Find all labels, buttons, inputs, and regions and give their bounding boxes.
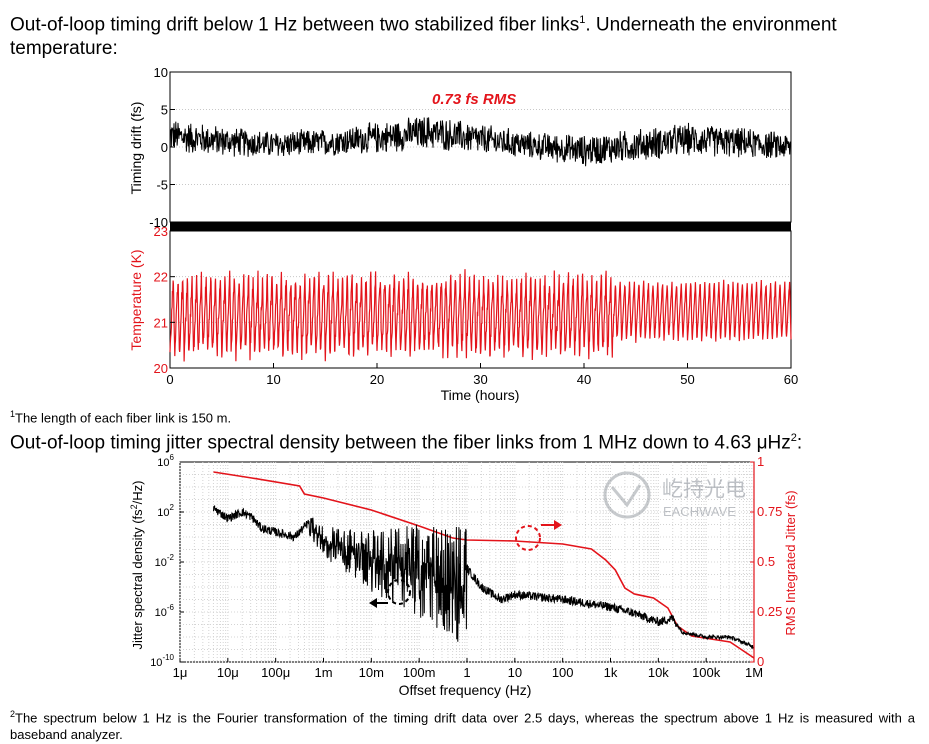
timing-drift-tick-label: 10 bbox=[154, 65, 168, 80]
rms-tick-label: 0.5 bbox=[757, 554, 775, 569]
frequency-tick-label: 10μ bbox=[217, 665, 239, 680]
temperature-y-ticks: 23 22 21 20 bbox=[154, 224, 175, 376]
rms-tick-label: 1 bbox=[757, 454, 764, 469]
timing-drift-chart: 10 5 0 -5 -10 0.73 fs RMS Timing drift (fs) bbox=[128, 65, 792, 230]
temperature-tick-label: 20 bbox=[154, 361, 168, 376]
watermark-cn: 屹持光电 bbox=[662, 477, 746, 501]
time-tick-label: 30 bbox=[473, 372, 487, 387]
spectral-tick-label: 10-2 bbox=[155, 553, 175, 569]
footnote-fiber-length: 1The length of each fiber link is 150 m. bbox=[10, 409, 232, 426]
spectral-y-ticks: 106 102 10-2 10-6 10-10 bbox=[150, 453, 184, 669]
heading-spectral-density: Out-of-loop timing jitter spectral densi… bbox=[10, 432, 803, 454]
time-x-ticks: 0 10 20 30 40 50 60 bbox=[166, 363, 798, 387]
time-x-label: Time (hours) bbox=[441, 387, 520, 403]
temperature-tick-label: 23 bbox=[154, 224, 168, 239]
frequency-tick-label: 100 bbox=[552, 665, 574, 680]
frequency-tick-label: 10 bbox=[508, 665, 522, 680]
temperature-tick-label: 22 bbox=[154, 270, 168, 285]
rms-y2-label: RMS Integrated Jitter (fs) bbox=[783, 490, 798, 635]
black-curve-axis-marker bbox=[369, 579, 411, 608]
frequency-tick-label: 10m bbox=[359, 665, 384, 680]
time-tick-label: 50 bbox=[680, 372, 694, 387]
spectral-tick-label: 10-6 bbox=[155, 603, 175, 619]
rms-annotation: 0.73 fs RMS bbox=[432, 91, 516, 108]
timing-drift-tick-label: 0 bbox=[161, 140, 168, 155]
temperature-trace bbox=[169, 269, 792, 362]
time-tick-label: 0 bbox=[166, 372, 173, 387]
rms-tick-label: 0 bbox=[757, 654, 764, 669]
jitter-spectral-density-curve bbox=[213, 505, 755, 650]
frequency-tick-label: 1 bbox=[463, 665, 470, 680]
frequency-tick-label: 10k bbox=[648, 665, 669, 680]
frequency-x-ticks: 1μ 10μ 100μ 1m 10m 100m 1 10 100 1k 10k 100k 1M bbox=[173, 658, 763, 680]
frequency-tick-label: 1k bbox=[604, 665, 618, 680]
frequency-tick-label: 100m bbox=[403, 665, 436, 680]
heading-timing-drift: Out-of-loop timing drift below 1 Hz betw… bbox=[10, 14, 837, 60]
temperature-chart: 23 22 21 20 0 10 20 30 40 50 60 Temperature (K) T… bbox=[128, 224, 798, 403]
timing-drift-tick-label: -5 bbox=[156, 178, 168, 193]
spectral-y-label: Jitter spectral density (fs2/Hz) bbox=[129, 480, 145, 649]
temperature-y-label: Temperature (K) bbox=[128, 249, 144, 350]
frequency-tick-label: 1M bbox=[745, 665, 763, 680]
timing-drift-tick-label: -10 bbox=[149, 215, 168, 230]
rms-tick-label: 0.75 bbox=[757, 504, 782, 519]
frequency-tick-label: 1μ bbox=[173, 665, 188, 680]
rms-y2-ticks: 1 0.75 0.5 0.25 0 bbox=[750, 454, 782, 669]
red-curve-axis-marker bbox=[515, 520, 562, 551]
temperature-tick-label: 21 bbox=[154, 315, 168, 330]
watermark-en: EACHWAVE bbox=[663, 504, 736, 519]
time-tick-label: 20 bbox=[370, 372, 384, 387]
watermark-logo-icon bbox=[603, 471, 651, 519]
timing-drift-trace bbox=[169, 117, 792, 167]
time-tick-label: 10 bbox=[266, 372, 280, 387]
spectral-tick-label: 102 bbox=[157, 503, 174, 519]
time-tick-label: 60 bbox=[784, 372, 798, 387]
timing-drift-y-label: Timing drift (fs) bbox=[128, 102, 144, 195]
time-tick-label: 40 bbox=[577, 372, 591, 387]
rms-tick-label: 0.25 bbox=[757, 604, 782, 619]
frequency-tick-label: 1m bbox=[314, 665, 332, 680]
frequency-x-label: Offset frequency (Hz) bbox=[399, 682, 532, 698]
timing-drift-tick-label: 5 bbox=[161, 103, 168, 118]
frequency-tick-label: 100μ bbox=[261, 665, 290, 680]
panel-separator bbox=[170, 222, 791, 231]
footnote-spectrum-method: 2The spectrum below 1 Hz is the Fourier … bbox=[10, 709, 915, 743]
spectral-tick-label: 10-10 bbox=[150, 653, 174, 669]
eachwave-watermark: 屹持光电 EACHWAVE bbox=[603, 471, 746, 519]
frequency-tick-label: 100k bbox=[692, 665, 721, 680]
spectral-tick-label: 106 bbox=[157, 453, 174, 469]
